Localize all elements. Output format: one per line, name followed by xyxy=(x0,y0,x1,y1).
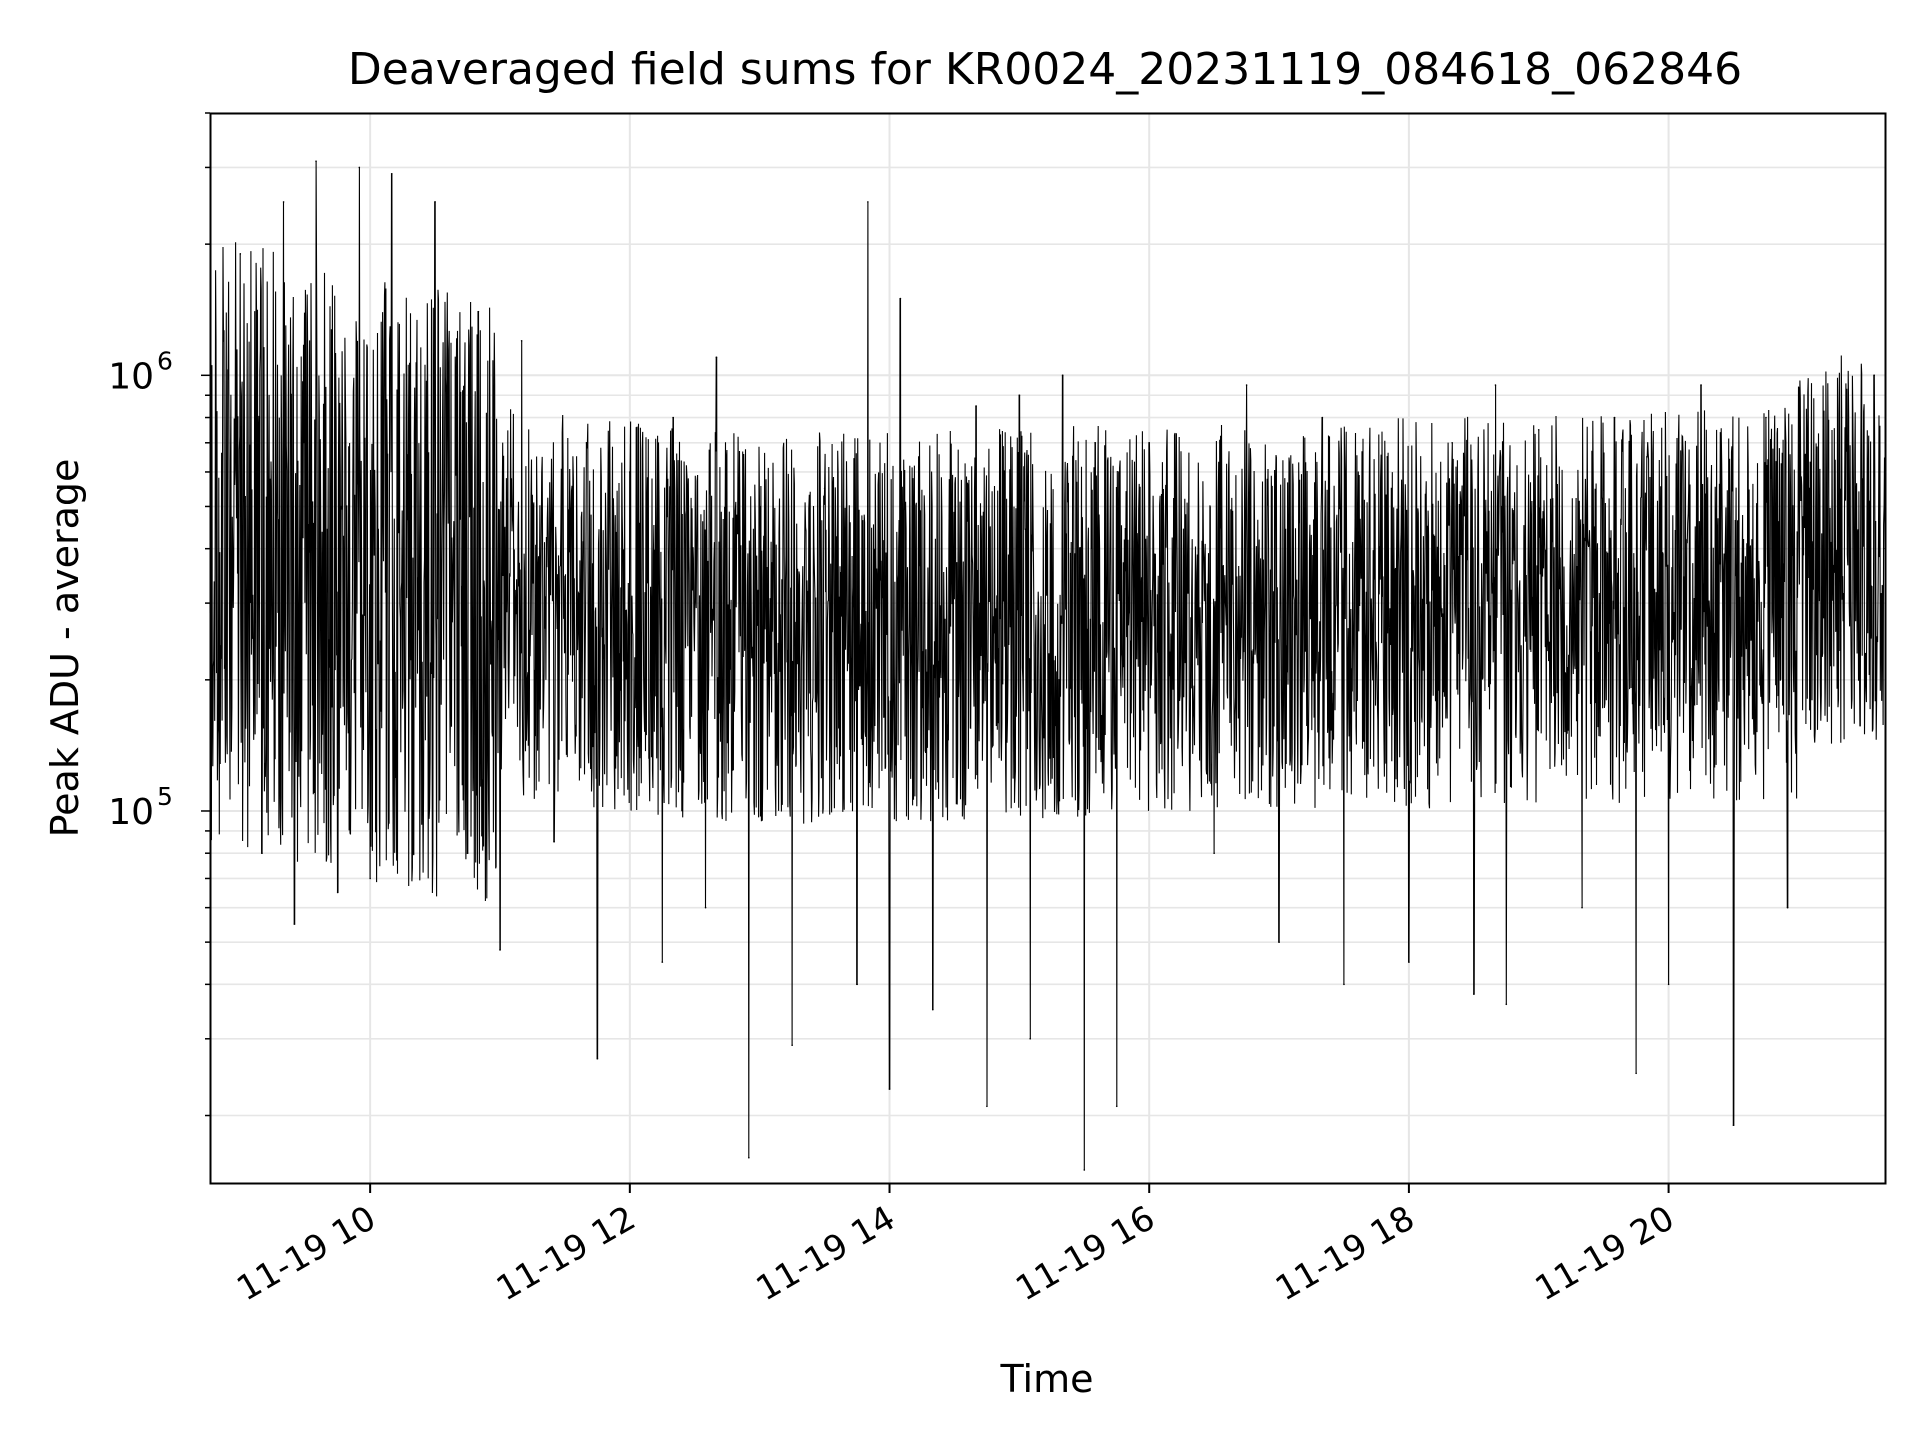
data-point xyxy=(629,471,631,473)
data-point xyxy=(369,877,371,880)
data-point xyxy=(390,173,393,175)
data-point xyxy=(1667,983,1670,986)
data-point xyxy=(261,852,263,855)
data-point xyxy=(315,160,317,163)
data-point xyxy=(358,166,361,169)
data-point xyxy=(1061,374,1064,377)
series-line xyxy=(209,161,1886,1170)
data-point xyxy=(1451,441,1453,444)
data-point xyxy=(477,310,480,313)
data-point xyxy=(1148,441,1151,444)
data-point xyxy=(1029,1037,1031,1040)
data-point xyxy=(1386,456,1389,458)
data-point xyxy=(434,201,436,203)
data-point xyxy=(975,405,977,407)
y-tick-label: 10 xyxy=(108,356,154,397)
data-point xyxy=(1700,384,1702,386)
data-point xyxy=(1115,1105,1118,1108)
data-point xyxy=(1537,428,1540,431)
data-point xyxy=(1094,441,1096,444)
data-point xyxy=(1018,394,1021,397)
data-point xyxy=(282,201,285,203)
data-point xyxy=(1840,416,1843,419)
chart-title: Deaveraged field sums for KR0024_2023111… xyxy=(348,44,1742,95)
data-point xyxy=(499,949,501,951)
data-point xyxy=(1494,384,1497,386)
data-point xyxy=(672,416,674,419)
data-point xyxy=(596,1057,599,1060)
data-point xyxy=(1808,487,1811,490)
data-point xyxy=(899,297,902,300)
y-tick-label: 10 xyxy=(108,792,154,833)
data-point xyxy=(1213,852,1215,855)
data-point xyxy=(1635,1072,1637,1075)
data-point xyxy=(823,487,826,490)
data-point xyxy=(888,1088,891,1090)
x-axis-label: Time xyxy=(1000,1357,1094,1401)
data-point xyxy=(1083,1169,1086,1171)
data-point xyxy=(466,852,469,855)
data-point xyxy=(791,1044,793,1047)
plot-frame xyxy=(209,112,1887,1185)
data-point xyxy=(932,1008,934,1011)
data-point xyxy=(748,1156,750,1159)
y-axis-label: Peak ADU - average xyxy=(43,459,87,838)
data-point xyxy=(704,906,707,909)
data-point xyxy=(1732,1124,1735,1127)
data-point xyxy=(1408,961,1410,963)
data-point xyxy=(1581,906,1583,909)
data-point xyxy=(661,961,664,963)
data-point xyxy=(585,441,588,444)
data-point xyxy=(1646,456,1648,458)
data-point xyxy=(1786,906,1789,909)
data-point xyxy=(1343,983,1345,986)
data-point xyxy=(1873,374,1875,377)
data-point xyxy=(986,1105,988,1108)
data-point xyxy=(553,840,555,843)
y-tick-label-exponent: 5 xyxy=(157,782,173,811)
data-point xyxy=(1613,416,1616,419)
data-point xyxy=(1505,1003,1508,1006)
data-point xyxy=(1245,384,1248,386)
y-tick-label-exponent: 6 xyxy=(157,346,173,375)
data-point xyxy=(867,201,869,203)
data-point xyxy=(715,356,718,359)
data-point xyxy=(412,852,415,855)
data-point xyxy=(520,340,523,342)
data-point xyxy=(1278,941,1280,943)
data-point xyxy=(1765,416,1767,419)
data-point xyxy=(336,891,339,894)
data-point xyxy=(856,983,858,986)
data-point xyxy=(1473,993,1475,995)
data-point xyxy=(758,505,761,508)
data-point xyxy=(1321,416,1324,419)
data-point xyxy=(239,253,242,255)
data-series xyxy=(209,160,1886,1171)
data-point xyxy=(293,923,296,925)
